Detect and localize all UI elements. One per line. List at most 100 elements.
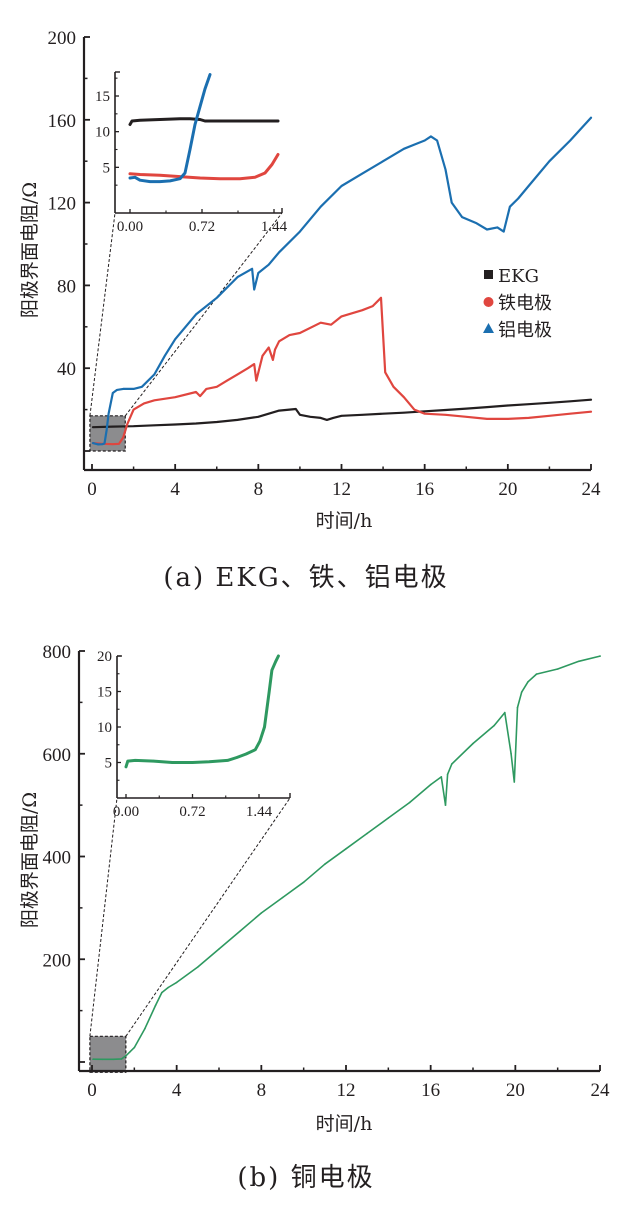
inset-data-point [244, 752, 248, 756]
data-point [516, 706, 519, 709]
data-point [278, 409, 280, 412]
x-tick-label: 24 [591, 1080, 611, 1101]
data-point [496, 226, 499, 229]
data-point [324, 863, 326, 865]
legend-label-aluminum: 铝电极 [498, 320, 552, 341]
data-point [486, 228, 488, 231]
data-point [205, 388, 208, 390]
inset-y-tick-label: 15 [95, 89, 110, 105]
inset-data-point [207, 760, 211, 763]
x-tick-label: 0 [87, 1080, 97, 1101]
data-point [105, 429, 108, 432]
data-point [507, 418, 509, 420]
y-axis-title: 阳极界面电阻/Ω [19, 792, 41, 928]
data-point [274, 348, 276, 351]
zoom-region-rect [89, 1035, 127, 1073]
x-tick-label: 24 [582, 479, 602, 500]
data-point [92, 1058, 94, 1060]
data-point [272, 359, 274, 361]
data-point [527, 185, 530, 187]
data-point [475, 222, 478, 225]
data-point [413, 143, 416, 146]
inset-background [115, 72, 282, 213]
inset-x-tick-label: 0.72 [179, 804, 205, 820]
data-point [387, 817, 390, 819]
data-point [112, 443, 114, 446]
data-point [288, 334, 291, 336]
data-point [392, 386, 395, 388]
data-point [450, 201, 453, 204]
inset-data-point [158, 174, 162, 177]
data-point [236, 373, 239, 376]
inset-data-point [226, 759, 229, 762]
data-point [578, 660, 580, 663]
data-point [118, 443, 120, 445]
inset-data-point [171, 761, 174, 764]
data-point [247, 367, 249, 370]
x-tick-label: 20 [498, 479, 517, 500]
data-point [361, 414, 364, 416]
inset-data-point [126, 759, 129, 763]
data-point [161, 991, 163, 994]
y-tick-label: 800 [43, 642, 72, 663]
inset-data-point [138, 119, 142, 122]
inset-data-point [198, 176, 202, 180]
data-point [299, 230, 301, 233]
inset-data-point [130, 119, 134, 123]
data-point [444, 168, 447, 171]
data-point [340, 185, 343, 187]
data-point [423, 412, 426, 415]
inset-data-point [238, 119, 242, 123]
data-point [267, 346, 270, 349]
data-point [239, 930, 241, 932]
data-point [216, 297, 218, 299]
data-point [371, 305, 374, 307]
inset-data-point [178, 177, 182, 180]
data-point [366, 832, 369, 835]
y-tick-label: 80 [57, 276, 76, 297]
data-point [141, 386, 143, 388]
y-tick-label: 120 [48, 194, 77, 215]
inset-data-point [198, 105, 202, 108]
x-tick-label: 0 [87, 479, 97, 500]
data-point [153, 424, 156, 427]
data-point [403, 148, 405, 150]
legend-marker-ekg [484, 270, 493, 279]
data-point [101, 443, 104, 446]
inset-x-tick-label: 1.44 [261, 219, 288, 235]
data-point [590, 410, 592, 413]
data-point [569, 412, 571, 415]
data-point [251, 268, 253, 270]
data-point [132, 388, 135, 390]
data-point [332, 417, 335, 419]
data-point [502, 230, 505, 233]
data-point [451, 763, 453, 765]
data-point [299, 332, 301, 334]
inset-y-tick-label: 20 [97, 649, 112, 665]
data-point [302, 881, 305, 883]
data-point [167, 986, 169, 989]
panel-b: 0 4 8 12 16 20 24 200 400 600 800 0.00 0.72 1.44 5 10 1… [19, 642, 610, 1193]
panel-a: 0 4 8 12 16 20 24 40 80 120 160 200 0.00 0.72 1.44 5 10… [19, 28, 601, 593]
data-point [261, 355, 264, 357]
legend-marker-iron [483, 297, 494, 307]
data-point [444, 414, 447, 416]
data-point [380, 297, 382, 299]
data-point [493, 724, 496, 727]
inset-data-point [133, 176, 137, 179]
data-point [599, 655, 601, 657]
data-point [216, 386, 218, 388]
data-point [465, 416, 468, 418]
inset-data-point [276, 119, 280, 123]
data-point [548, 402, 551, 404]
data-point [122, 436, 124, 439]
data-point [288, 408, 291, 411]
x-tick-label: 4 [170, 479, 180, 500]
inset-data-point [218, 177, 222, 180]
data-point [122, 388, 124, 390]
data-point [548, 415, 551, 417]
data-point [403, 411, 405, 414]
data-point [440, 776, 443, 778]
data-point [429, 783, 432, 786]
inset-data-point [134, 759, 137, 762]
